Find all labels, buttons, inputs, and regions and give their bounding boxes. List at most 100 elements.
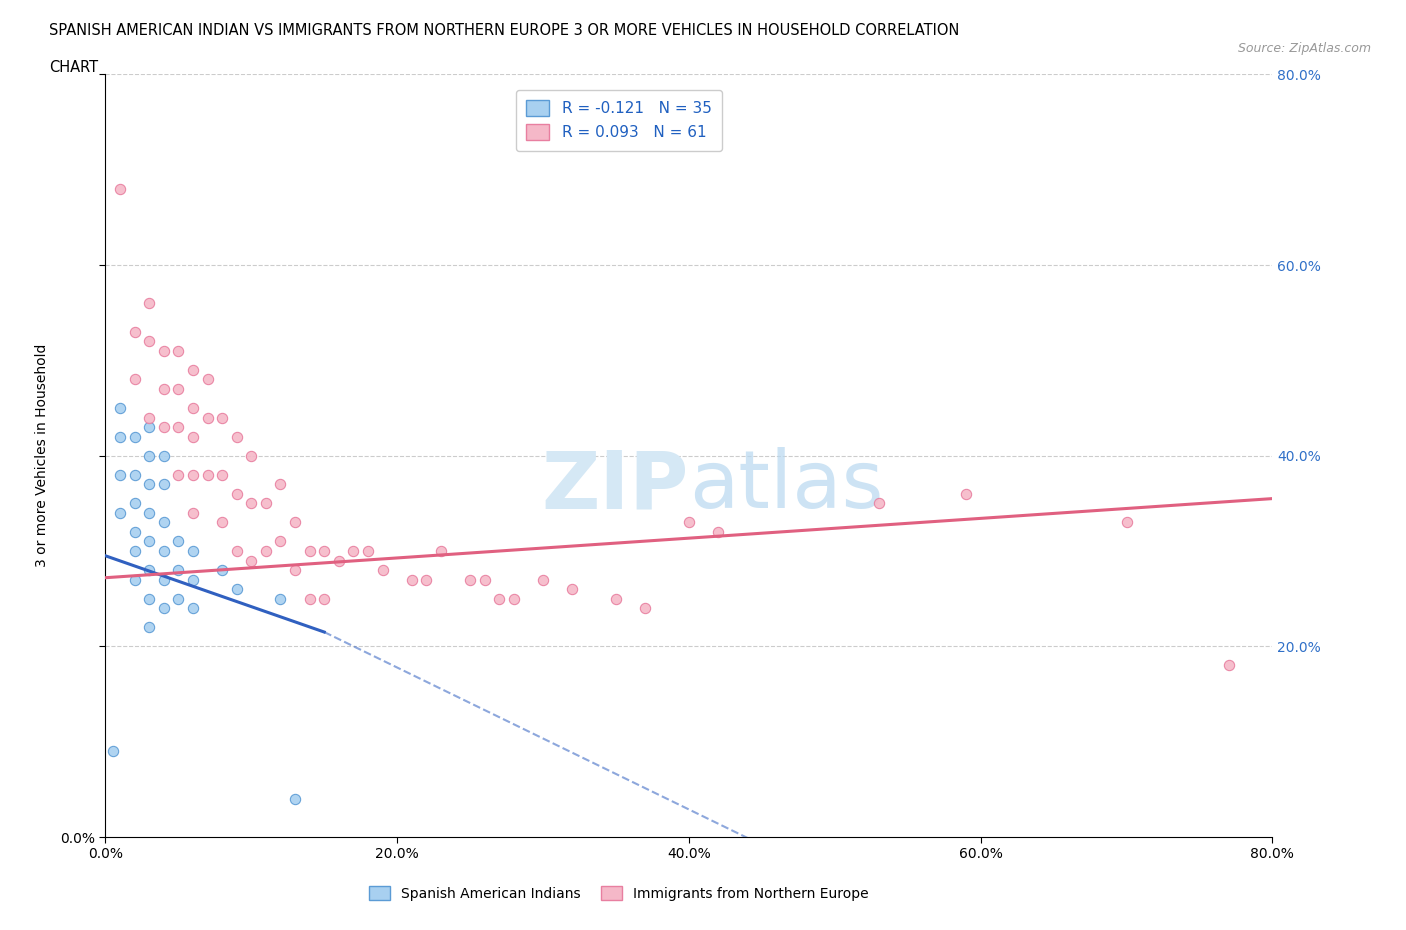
Point <box>124 544 146 559</box>
Point <box>138 296 160 311</box>
Point <box>531 572 554 587</box>
Point <box>401 572 423 587</box>
Point <box>124 325 146 339</box>
Point <box>211 563 233 578</box>
Point <box>153 601 174 616</box>
Point <box>124 572 146 587</box>
Point <box>181 544 204 559</box>
Point <box>634 601 657 616</box>
Point <box>153 448 174 463</box>
Point <box>197 410 219 425</box>
Point <box>415 572 437 587</box>
Point <box>153 572 174 587</box>
Text: atlas: atlas <box>689 447 883 525</box>
Point <box>605 591 627 606</box>
Point <box>124 468 146 483</box>
Point <box>124 372 146 387</box>
Point <box>211 468 233 483</box>
Point <box>167 468 190 483</box>
Point <box>197 372 219 387</box>
Point <box>1218 658 1240 673</box>
Point <box>181 468 204 483</box>
Point <box>284 563 307 578</box>
Point <box>138 506 160 521</box>
Point <box>269 591 292 606</box>
Point <box>707 525 730 539</box>
Point <box>153 515 174 530</box>
Point <box>458 572 481 587</box>
Point <box>502 591 524 606</box>
Point <box>474 572 496 587</box>
Point <box>254 496 277 511</box>
Point <box>138 410 160 425</box>
Y-axis label: 3 or more Vehicles in Household: 3 or more Vehicles in Household <box>35 344 49 567</box>
Point <box>314 591 336 606</box>
Point <box>138 448 160 463</box>
Point <box>167 419 190 434</box>
Point <box>153 477 174 492</box>
Point <box>101 744 124 759</box>
Point <box>181 506 204 521</box>
Point <box>138 620 160 635</box>
Point <box>284 791 307 806</box>
Point <box>138 419 160 434</box>
Point <box>167 591 190 606</box>
Point <box>254 544 277 559</box>
Point <box>108 181 131 196</box>
Point <box>225 544 247 559</box>
Point <box>108 468 131 483</box>
Point <box>167 381 190 396</box>
Point <box>167 563 190 578</box>
Point <box>678 515 700 530</box>
Point <box>124 525 146 539</box>
Point <box>167 534 190 549</box>
Point <box>314 544 336 559</box>
Point <box>955 486 977 501</box>
Point <box>430 544 453 559</box>
Point <box>138 591 160 606</box>
Point <box>197 468 219 483</box>
Text: Source: ZipAtlas.com: Source: ZipAtlas.com <box>1237 42 1371 55</box>
Point <box>225 582 247 597</box>
Point <box>357 544 380 559</box>
Point <box>181 601 204 616</box>
Point <box>153 419 174 434</box>
Point <box>181 572 204 587</box>
Point <box>269 477 292 492</box>
Point <box>181 430 204 445</box>
Point <box>225 486 247 501</box>
Point <box>298 544 321 559</box>
Point <box>153 544 174 559</box>
Point <box>342 544 364 559</box>
Point <box>108 430 131 445</box>
Point <box>298 591 321 606</box>
Point <box>167 343 190 358</box>
Point <box>328 553 350 568</box>
Point <box>240 496 263 511</box>
Text: SPANISH AMERICAN INDIAN VS IMMIGRANTS FROM NORTHERN EUROPE 3 OR MORE VEHICLES IN: SPANISH AMERICAN INDIAN VS IMMIGRANTS FR… <box>49 23 959 38</box>
Point <box>868 496 890 511</box>
Point <box>153 343 174 358</box>
Point <box>181 401 204 416</box>
Point <box>124 496 146 511</box>
Point <box>371 563 394 578</box>
Point <box>108 506 131 521</box>
Point <box>138 477 160 492</box>
Point <box>181 363 204 378</box>
Legend: Spanish American Indians, Immigrants from Northern Europe: Spanish American Indians, Immigrants fro… <box>363 881 875 907</box>
Point <box>153 381 174 396</box>
Point <box>225 430 247 445</box>
Point <box>269 534 292 549</box>
Point <box>211 515 233 530</box>
Point <box>240 448 263 463</box>
Text: CHART: CHART <box>49 60 98 75</box>
Point <box>124 430 146 445</box>
Point <box>1115 515 1137 530</box>
Point <box>211 410 233 425</box>
Point <box>138 563 160 578</box>
Text: ZIP: ZIP <box>541 447 689 525</box>
Point <box>138 334 160 349</box>
Point <box>561 582 583 597</box>
Point <box>138 534 160 549</box>
Point <box>284 515 307 530</box>
